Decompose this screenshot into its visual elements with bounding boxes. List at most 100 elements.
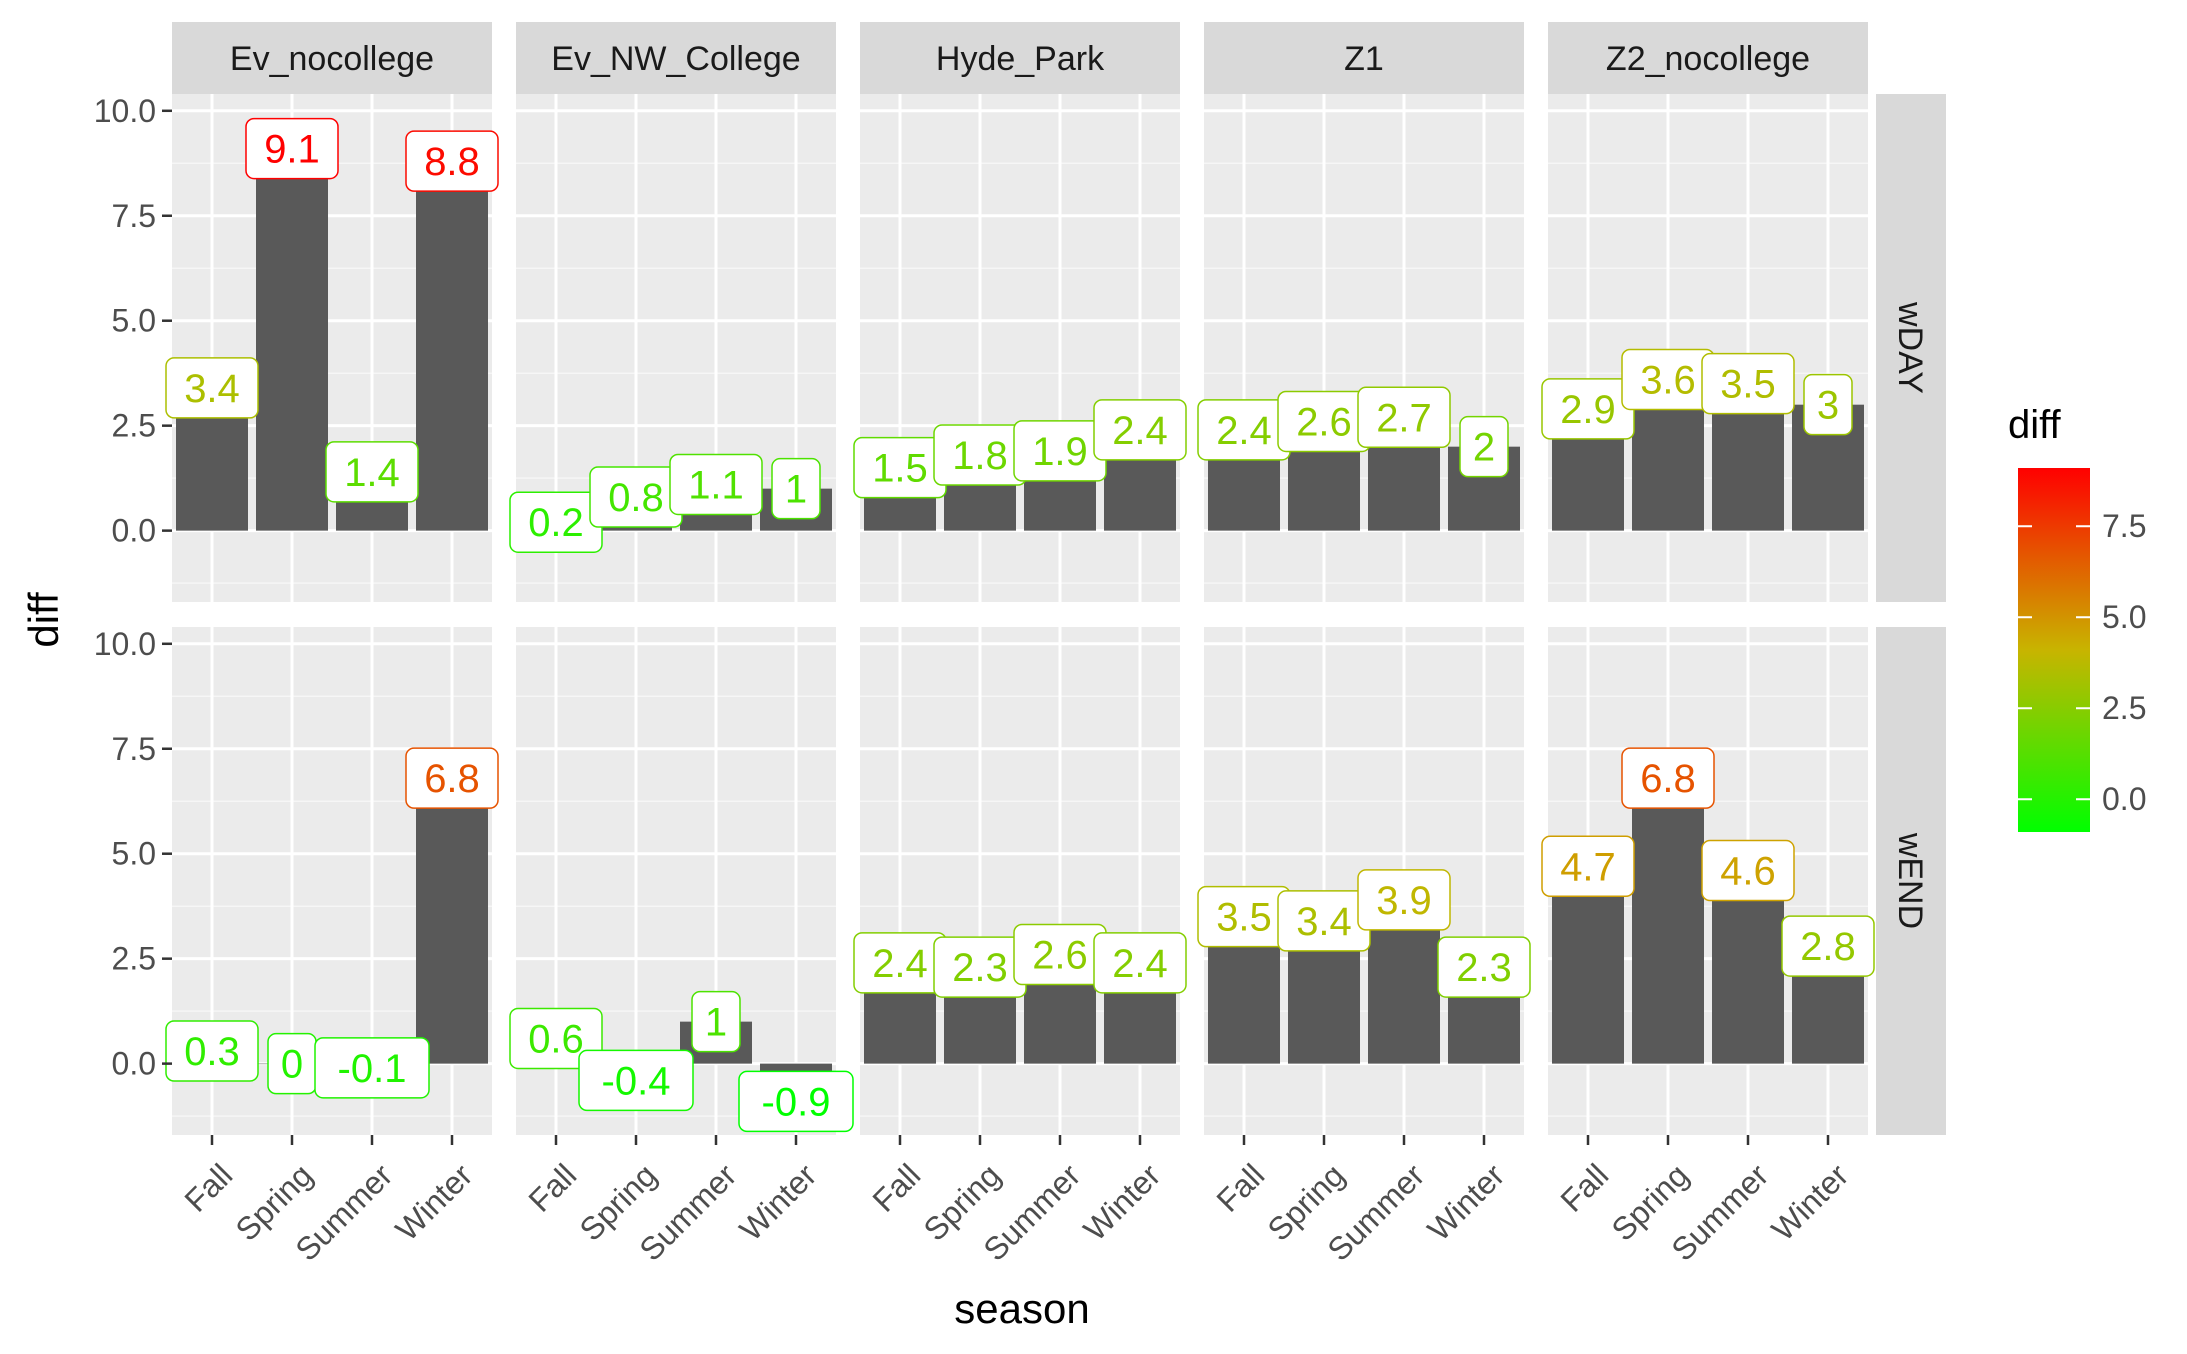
data-label: 2.3 <box>933 936 1027 998</box>
x-tick-label: Fall <box>1209 1157 1271 1219</box>
x-tick-label: Winter <box>1421 1157 1512 1248</box>
data-label-box <box>1093 399 1187 461</box>
data-label: 0.8 <box>589 466 683 528</box>
data-label-box <box>165 1020 259 1082</box>
data-label-text: 1.9 <box>1032 430 1088 474</box>
x-tick-label: Fall <box>177 1157 239 1219</box>
data-label-box <box>405 130 499 192</box>
legend-colorbar <box>2018 468 2090 832</box>
data-label: 2.6 <box>1277 390 1371 453</box>
data-label-text: 0 <box>281 1043 303 1087</box>
data-label-box <box>314 1037 430 1099</box>
row-label: wDAY <box>1891 301 1929 394</box>
data-label-box <box>691 990 741 1053</box>
data-label: 1.5 <box>853 436 947 499</box>
facet-label: Z2_nocollege <box>1606 40 1810 78</box>
data-label-box <box>1803 373 1853 436</box>
data-label-text: 2.3 <box>1456 946 1512 990</box>
legend-tick-label: 2.5 <box>2102 690 2146 726</box>
data-label-box <box>1781 915 1875 977</box>
x-tick-label: Winter <box>1077 1157 1168 1248</box>
data-label-text: 2 <box>1473 426 1495 470</box>
data-label-box <box>1621 747 1715 809</box>
y-tick-label: 10.0 <box>94 626 156 662</box>
data-label-text: 1 <box>705 1001 727 1045</box>
y-tick-label: 5.0 <box>112 303 156 339</box>
data-label-text: 0.3 <box>184 1030 240 1074</box>
data-label-text: 3.6 <box>1640 358 1696 402</box>
facet-label: Ev_NW_College <box>551 40 800 78</box>
bar <box>416 778 488 1064</box>
data-label-text: 0.6 <box>528 1017 584 1061</box>
data-label: 4.7 <box>1541 835 1635 898</box>
y-axis-title: diff <box>20 592 67 648</box>
data-label: 1.9 <box>1013 420 1107 482</box>
data-label-text: 1 <box>785 468 807 512</box>
data-label-text: 2.3 <box>952 946 1008 990</box>
data-label: 2.8 <box>1781 915 1875 977</box>
data-label: 0.6 <box>509 1007 603 1070</box>
data-label-text: 2.4 <box>872 942 928 986</box>
data-label: 2.3 <box>1437 936 1531 998</box>
data-label-box <box>165 357 259 419</box>
data-label: 3.4 <box>165 357 259 419</box>
data-label-text: 3.5 <box>1216 896 1272 940</box>
facet-strip-Z1 <box>1204 22 1524 94</box>
bar <box>1552 866 1624 1064</box>
data-label-text: -0.1 <box>338 1047 407 1091</box>
data-label: 3.5 <box>1197 885 1291 948</box>
data-label: 3.5 <box>1701 352 1795 415</box>
data-label-box <box>325 441 419 503</box>
data-label: 2.4 <box>1197 399 1291 461</box>
data-label: 6.8 <box>405 747 499 809</box>
data-label: 2.7 <box>1357 386 1451 449</box>
data-label: 2.4 <box>1093 932 1187 994</box>
row-label: wEND <box>1891 832 1929 929</box>
data-label-box <box>1541 835 1635 898</box>
data-label: 9.1 <box>245 117 339 180</box>
data-label: 2.6 <box>1013 923 1107 986</box>
y-tick-label: 7.5 <box>112 198 156 234</box>
x-tick-label: Fall <box>1553 1157 1615 1219</box>
data-label: -0.1 <box>314 1037 430 1099</box>
data-label-box <box>771 457 821 520</box>
legend-title: diff <box>2008 403 2062 447</box>
row-strip-wDAY <box>1876 94 1946 602</box>
data-label-text: 6.8 <box>424 757 480 801</box>
data-label-text: 1.8 <box>952 434 1008 478</box>
data-label-box <box>1437 936 1531 998</box>
data-label-text: 2.8 <box>1800 925 1856 969</box>
data-label: 8.8 <box>405 130 499 192</box>
data-label-text: 0.2 <box>528 501 584 545</box>
data-label: 1.1 <box>669 453 763 516</box>
data-label-box <box>509 1007 603 1070</box>
y-tick-label: 7.5 <box>112 731 156 767</box>
data-label-box <box>1357 869 1451 931</box>
data-label-text: 6.8 <box>1640 757 1696 801</box>
x-tick-label: Winter <box>389 1157 480 1248</box>
bar <box>1712 870 1784 1064</box>
data-label-box <box>578 1049 694 1112</box>
data-label-text: 4.6 <box>1720 850 1776 894</box>
x-axis-title: season <box>954 1285 1089 1332</box>
bar <box>256 148 328 531</box>
data-label: 1.4 <box>325 441 419 503</box>
legend-tick-label: 0.0 <box>2102 781 2146 817</box>
data-label-box <box>1701 839 1795 902</box>
data-label-text: 3 <box>1817 384 1839 428</box>
legend-tick-label: 5.0 <box>2102 599 2146 635</box>
data-label: 0 <box>267 1032 317 1095</box>
data-label: 3.4 <box>1277 890 1371 952</box>
data-label-box <box>738 1070 854 1133</box>
data-label-text: 8.8 <box>424 140 480 184</box>
data-label: 1 <box>771 457 821 520</box>
facet-strip-Hyde_Park <box>860 22 1180 94</box>
facet-label: Ev_nocollege <box>230 40 434 78</box>
data-label-box <box>1357 386 1451 449</box>
data-label-text: 3.4 <box>184 367 240 411</box>
y-tick-label: 0.0 <box>112 1046 156 1082</box>
data-label: 1 <box>691 990 741 1053</box>
data-label: 2.9 <box>1541 378 1635 440</box>
bar <box>416 161 488 531</box>
